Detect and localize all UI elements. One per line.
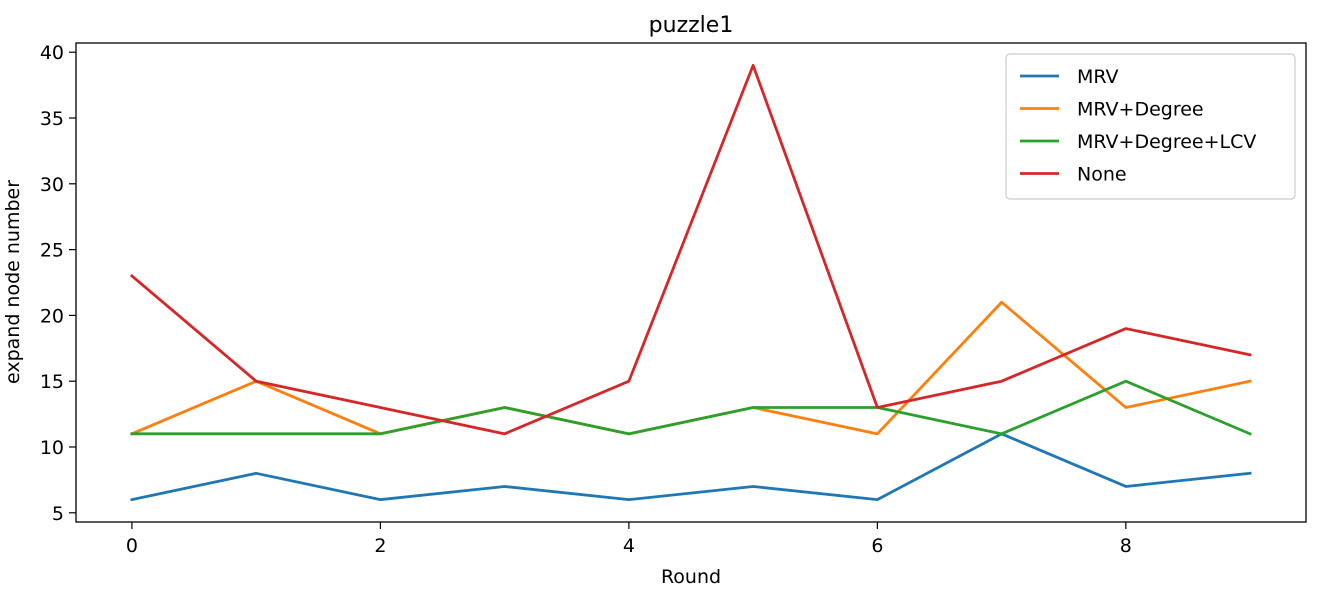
x-tick-label: 8 (1120, 535, 1132, 557)
y-tick-label: 30 (40, 174, 64, 196)
legend-label: MRV (1077, 66, 1119, 88)
series-line-3 (129, 63, 1252, 436)
legend-label: MRV+Degree+LCV (1077, 131, 1256, 153)
chart-title: puzzle1 (649, 13, 734, 38)
series-line-0 (130, 432, 1252, 502)
legend-box (1005, 53, 1296, 200)
x-tick-label: 2 (374, 535, 386, 557)
y-tick-label: 35 (40, 108, 64, 130)
x-axis-label: Round (661, 566, 721, 588)
plot-lines (129, 63, 1252, 502)
y-tick-label: 20 (40, 305, 64, 327)
x-tick-label: 6 (871, 535, 883, 557)
y-axis-label: expand node number (2, 180, 24, 384)
y-axis-ticks: 5 10 15 20 25 30 35 40 (40, 42, 76, 525)
legend-label: None (1077, 164, 1127, 186)
x-tick-label: 0 (126, 535, 138, 557)
plot-area-frame (75, 42, 1307, 523)
x-tick-label: 4 (623, 535, 635, 557)
x-axis-ticks: 0 2 4 6 8 (126, 522, 1132, 557)
legend-label: MRV+Degree (1077, 99, 1204, 121)
series-line-1 (130, 300, 1252, 436)
series-line-2 (130, 379, 1252, 436)
y-tick-label: 40 (40, 42, 64, 64)
y-tick-label: 5 (52, 503, 64, 525)
legend: MRV MRV+Degree MRV+Degree+LCV None (1005, 53, 1296, 200)
y-tick-label: 10 (40, 437, 64, 459)
y-tick-label: 25 (40, 240, 64, 262)
y-tick-label: 15 (40, 371, 64, 393)
